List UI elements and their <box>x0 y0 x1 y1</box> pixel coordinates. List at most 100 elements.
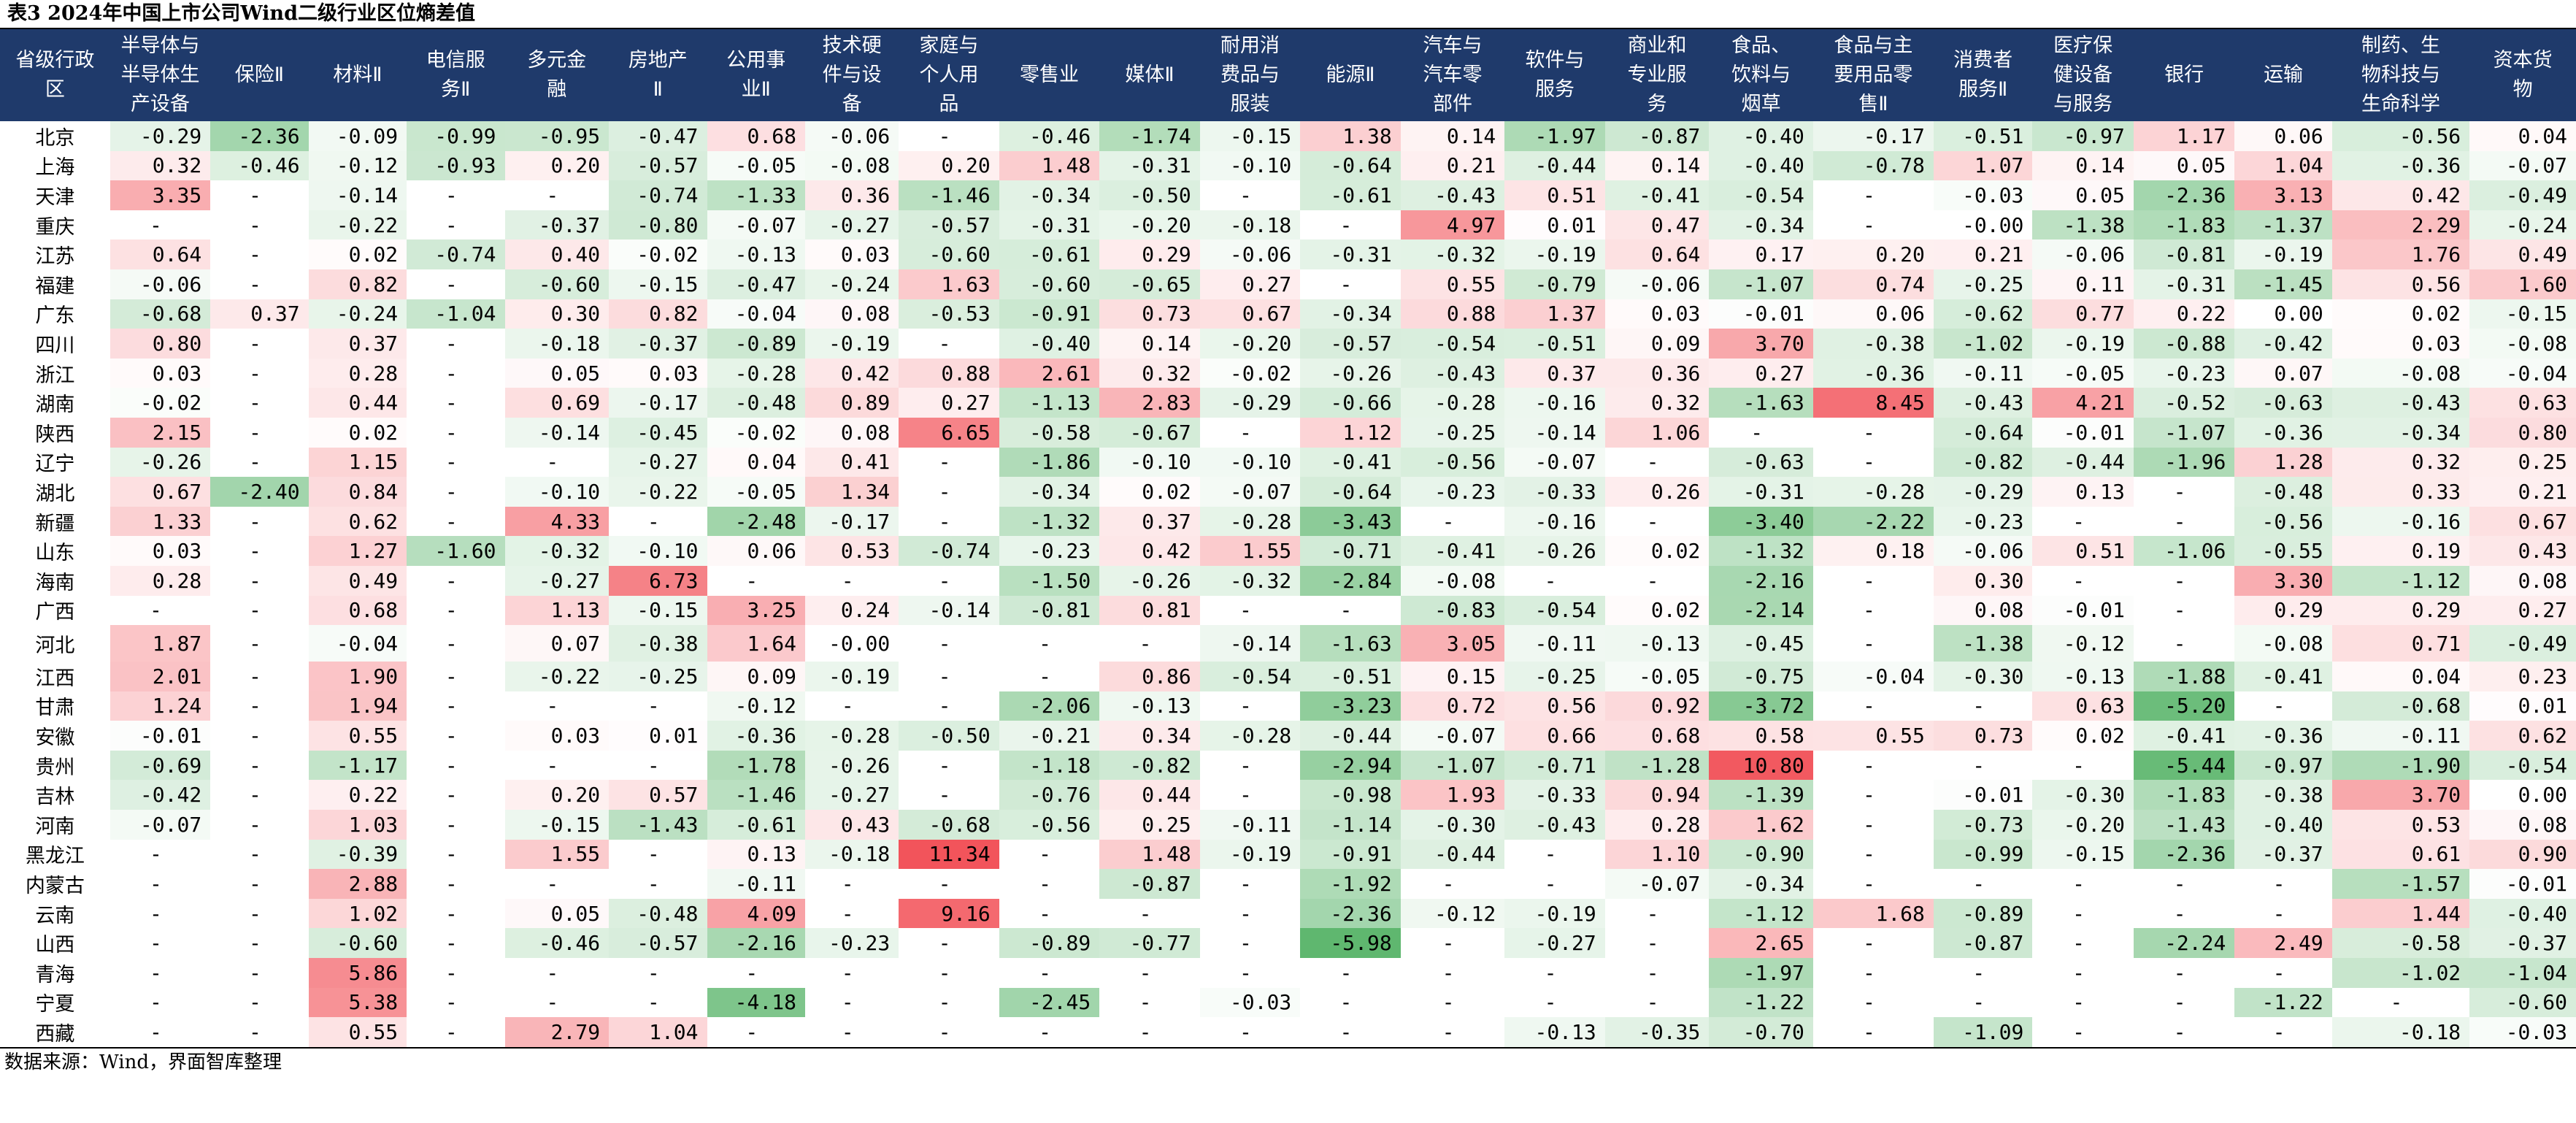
value-cell: - <box>2032 750 2134 781</box>
value-cell: - <box>210 869 309 899</box>
value-cell: - <box>407 506 505 537</box>
value-cell: - <box>407 388 505 418</box>
table-row: 浙江 0.03-0.28-0.05 0.03 -0.28 0.42 0.88 2.61 0.3… <box>0 358 2576 388</box>
value-cell: 0.07 <box>504 625 610 662</box>
value-cell: -0.15 <box>1199 121 1301 151</box>
column-header: 食品与主 要用品零 售Ⅱ <box>1812 29 1934 121</box>
value-cell: -0.13 <box>2032 662 2134 691</box>
value-cell: - <box>1300 269 1401 299</box>
value-cell: 3.70 <box>1709 329 1813 359</box>
column-header: 公用事 业Ⅱ <box>707 29 805 121</box>
value-cell: - <box>804 987 899 1018</box>
column-header: 软件与 服务 <box>1504 29 1605 121</box>
value-cell: 0.61 <box>2331 839 2470 870</box>
value-cell: 0.21 <box>1400 150 1505 181</box>
value-cell: 0.05 <box>504 898 610 929</box>
value-cell: -0.58 <box>999 417 1100 448</box>
value-cell: -0.28 <box>1400 388 1505 418</box>
value-cell: - <box>1199 1017 1301 1047</box>
province-cell: 天津 <box>35 185 75 209</box>
value-cell: -0.20 <box>1099 210 1200 240</box>
value-cell: - <box>1604 987 1710 1018</box>
value-cell: - <box>1604 898 1710 929</box>
value-cell: 1.68 <box>1812 898 1934 929</box>
value-cell: 0.25 <box>2469 447 2576 478</box>
column-header: 技术硬 件与设 备 <box>804 29 899 121</box>
table-row: 湖北 0.67 -2.40 0.84- -0.10 -0.22 -0.05 1.34- -0.3… <box>0 477 2576 507</box>
value-cell: -0.45 <box>1709 625 1813 662</box>
value-cell: -0.12 <box>707 691 805 721</box>
value-cell: 0.03 <box>804 239 899 269</box>
value-cell: -0.32 <box>504 536 610 566</box>
value-cell: - <box>1504 958 1605 988</box>
value-cell: -3.43 <box>1300 506 1401 537</box>
data-table: 省级行政 区半导体与 半导体生 产设备 保险Ⅱ 材料Ⅱ 电信服 务Ⅱ 多元金 融房地产 … <box>0 29 2576 1047</box>
value-cell: - <box>210 180 309 210</box>
value-cell: -0.06 <box>109 269 211 299</box>
value-cell: - <box>1812 691 1934 721</box>
value-cell: -0.08 <box>804 150 899 181</box>
table-row: 陕西 2.15-0.02- -0.14 -0.45 -0.02 0.08 6.65 -0.58… <box>0 417 2576 448</box>
value-cell: -0.61 <box>999 239 1100 269</box>
value-cell: -0.19 <box>2032 329 2134 359</box>
value-cell: - <box>1300 1017 1401 1047</box>
value-cell: 5.86 <box>308 958 407 988</box>
value-cell: -0.18 <box>2331 1017 2470 1047</box>
value-cell: - <box>1199 928 1301 959</box>
province-cell: 宁夏 <box>35 993 75 1016</box>
value-cell: -0.41 <box>1300 447 1401 478</box>
value-cell: -1.12 <box>2331 565 2470 596</box>
value-cell: 0.92 <box>1604 691 1710 721</box>
value-cell: 0.03 <box>504 721 610 751</box>
value-cell: -0.64 <box>1933 417 2033 448</box>
value-cell: -0.19 <box>2234 239 2332 269</box>
value-cell: -0.20 <box>1199 329 1301 359</box>
value-cell: 0.77 <box>2032 299 2134 329</box>
value-cell: -1.07 <box>2133 417 2235 448</box>
value-cell: -0.60 <box>2469 987 2576 1018</box>
value-cell: -0.30 <box>1400 810 1505 840</box>
province-cell: 内蒙古 <box>25 875 85 898</box>
value-cell: - <box>1199 691 1301 721</box>
column-header: 汽车与 汽车零 部件 <box>1400 29 1505 121</box>
table-row: 江西 2.01-1.90- -0.22 -0.25 0.09 -0.19- -0.86 -0.… <box>0 662 2576 691</box>
value-cell: - <box>1933 750 2033 781</box>
value-cell: 0.32 <box>109 150 211 181</box>
value-cell: -0.12 <box>2032 625 2134 662</box>
table-title: 表3 2024年中国上市公司Wind二级行业区位熵差值 <box>7 2 475 25</box>
value-cell: - <box>407 810 505 840</box>
province-cell: 新疆 <box>35 512 75 535</box>
value-cell: - <box>899 691 999 721</box>
value-cell: - <box>407 662 505 691</box>
table-row: 黑龙江 - - -0.39-1.55-0.13 -0.18 11.34-1.48 -0.19… <box>0 839 2576 870</box>
value-cell: 11.34 <box>899 839 999 870</box>
value-cell: -0.56 <box>2234 506 2332 537</box>
value-cell: - <box>899 121 999 151</box>
value-cell: - <box>109 928 211 959</box>
province-cell: 西藏 <box>35 1023 75 1046</box>
value-cell: -0.38 <box>1812 329 1934 359</box>
value-cell: -0.15 <box>609 595 707 626</box>
value-cell: -0.51 <box>1933 121 2033 151</box>
value-cell: 6.73 <box>609 565 707 596</box>
value-cell: - <box>2234 691 2332 721</box>
value-cell: -1.07 <box>1709 269 1813 299</box>
value-cell: -0.15 <box>2032 839 2134 870</box>
value-cell: 3.05 <box>1400 625 1505 662</box>
value-cell: -1.43 <box>609 810 707 840</box>
value-cell: -0.82 <box>1933 447 2033 478</box>
value-cell: - <box>210 810 309 840</box>
column-header: 能源Ⅱ <box>1300 29 1401 121</box>
value-cell: 0.30 <box>1933 565 2033 596</box>
value-cell: -0.62 <box>1933 299 2033 329</box>
value-cell: -0.91 <box>999 299 1100 329</box>
province-cell: 湖北 <box>35 482 75 505</box>
value-cell: 0.02 <box>2331 299 2470 329</box>
value-cell: -0.18 <box>1199 210 1301 240</box>
value-cell: - <box>899 565 999 596</box>
column-header: 耐用消 费品与 服装 <box>1199 29 1301 121</box>
province-cell: 浙江 <box>35 364 75 387</box>
value-cell: -0.60 <box>899 239 999 269</box>
province-cell: 山东 <box>35 542 75 565</box>
value-cell: 1.48 <box>1099 839 1200 870</box>
